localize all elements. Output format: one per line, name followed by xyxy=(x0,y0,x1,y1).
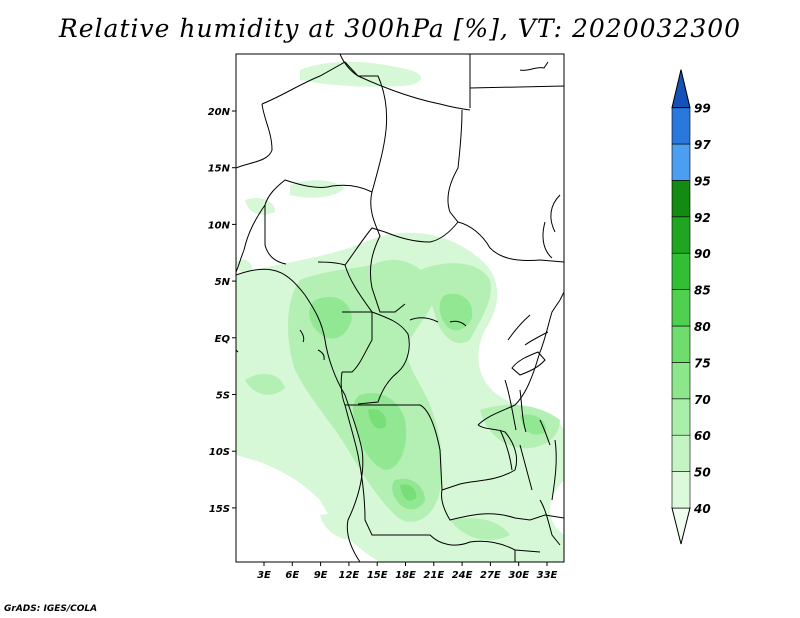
lat-tick-label: 5S xyxy=(216,391,230,402)
colorbar-label: 50 xyxy=(694,466,711,480)
colorbar-label: 70 xyxy=(694,393,711,407)
latitude-axis: 20N 15N 10N 5N EQ 5S 10S 15S xyxy=(208,107,236,515)
colorbar-box xyxy=(671,289,691,327)
lat-tick-label: 10S xyxy=(209,447,230,458)
lon-tick-label: 9E xyxy=(314,570,328,581)
lat-tick-label: 20N xyxy=(208,107,231,118)
colorbar-box xyxy=(671,180,691,218)
colorbar-box xyxy=(671,362,691,400)
lon-tick-label: 15E xyxy=(367,570,388,581)
lat-tick-label: 5N xyxy=(215,277,231,288)
colorbar-box xyxy=(671,398,691,436)
lon-tick-label: 24E xyxy=(452,570,473,581)
colorbar-label: 80 xyxy=(694,320,711,334)
colorbar-upper-triangle xyxy=(671,69,691,109)
colorbar-box xyxy=(671,434,691,472)
lon-tick-label: 30E xyxy=(508,570,529,581)
lon-tick-label: 3E xyxy=(257,570,271,581)
lat-tick-label: 10N xyxy=(208,220,231,231)
lon-tick-label: 21E xyxy=(423,570,444,581)
colorbar-label: 90 xyxy=(694,247,711,261)
colorbar-box xyxy=(671,216,691,254)
colorbar-box xyxy=(671,471,691,509)
lat-tick-label: EQ xyxy=(215,334,231,345)
lat-tick-label: 15S xyxy=(209,504,230,515)
colorbar-label: 60 xyxy=(694,429,711,443)
lon-tick-label: 27E xyxy=(480,570,501,581)
colorbar-box xyxy=(671,252,691,290)
colorbar-label: 85 xyxy=(694,284,711,298)
country-borders xyxy=(236,54,564,562)
lon-tick-label: 33E xyxy=(537,570,558,581)
lat-tick-label: 15N xyxy=(208,164,231,175)
colorbar-label: 40 xyxy=(693,502,711,516)
colorbar-label: 95 xyxy=(694,174,711,188)
colorbar-label: 75 xyxy=(694,356,711,370)
colorbar-box xyxy=(671,325,691,363)
lon-tick-label: 18E xyxy=(395,570,416,581)
lon-tick-label: 6E xyxy=(285,570,299,581)
colorbar-label: 97 xyxy=(694,138,711,152)
map-frame xyxy=(235,53,565,563)
humidity-shading xyxy=(236,61,564,562)
longitude-axis: 3E 6E 9E 12E 15E 18E 21E 24E 27E 30E 33E xyxy=(257,562,558,581)
colorbar-box xyxy=(671,143,691,181)
colorbar-label: 92 xyxy=(694,211,711,225)
colorbar-box xyxy=(671,107,691,145)
colorbar-label: 99 xyxy=(694,102,711,116)
lon-tick-label: 12E xyxy=(339,570,360,581)
colorbar-lower-triangle xyxy=(671,507,691,545)
credit-text: GrADS: IGES/COLA xyxy=(4,604,98,614)
colorbar: 40 50 60 70 75 80 85 90 92 95 97 99 xyxy=(671,69,711,545)
map-title: Relative humidity at 300hPa [%], VT: 202… xyxy=(58,14,742,43)
